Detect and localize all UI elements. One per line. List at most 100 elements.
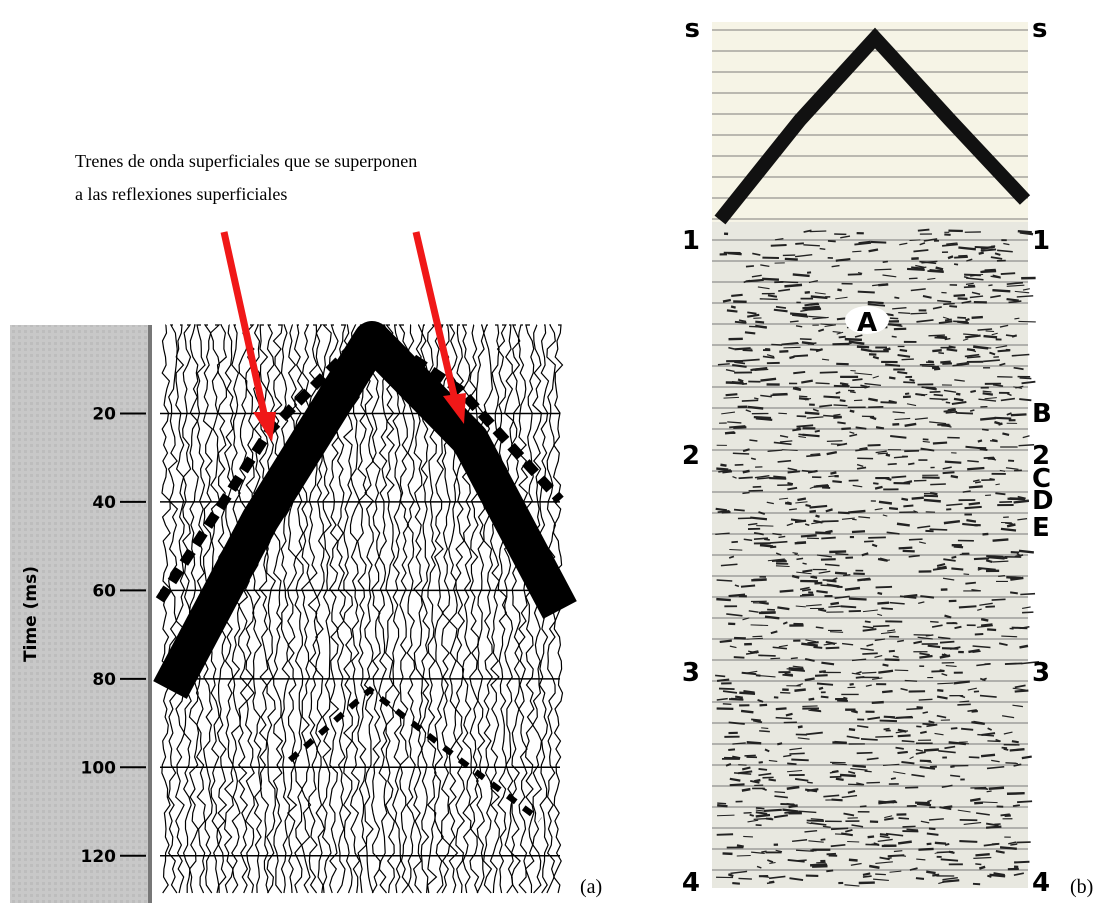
texture	[765, 617, 779, 619]
texture	[749, 440, 757, 441]
texture	[805, 505, 810, 506]
texture	[734, 510, 745, 511]
y-tick-label: 120	[81, 847, 117, 867]
texture	[1004, 749, 1009, 750]
texture	[789, 753, 804, 754]
texture	[727, 310, 738, 311]
texture	[764, 539, 770, 540]
texture	[952, 557, 957, 558]
texture	[928, 361, 934, 362]
texture	[1018, 321, 1035, 322]
texture	[769, 780, 776, 781]
texture	[841, 606, 857, 607]
texture	[773, 476, 786, 477]
texture	[1015, 691, 1029, 692]
texture	[965, 583, 975, 584]
texture	[769, 882, 774, 883]
annotation-line: a las reflexiones superficiales	[75, 184, 287, 204]
texture	[930, 392, 941, 393]
texture	[720, 465, 726, 466]
texture	[946, 412, 958, 413]
texture	[717, 834, 733, 835]
texture	[816, 627, 824, 628]
texture	[800, 595, 814, 596]
texture	[734, 657, 745, 658]
texture	[805, 524, 809, 525]
texture	[836, 779, 844, 780]
texture	[872, 702, 884, 703]
texture	[720, 641, 732, 642]
texture	[852, 531, 865, 532]
texture	[733, 453, 749, 454]
texture	[717, 580, 733, 581]
texture	[994, 418, 1011, 419]
texture	[981, 619, 988, 620]
texture	[857, 347, 869, 348]
texture	[862, 672, 876, 673]
texture	[730, 784, 745, 785]
texture	[903, 551, 915, 552]
texture	[906, 829, 917, 830]
texture	[961, 729, 973, 730]
texture	[956, 413, 973, 414]
texture	[930, 484, 946, 485]
event-label: D	[1032, 486, 1054, 516]
texture	[717, 680, 729, 681]
texture	[935, 337, 948, 338]
texture	[1007, 793, 1025, 794]
texture	[738, 878, 751, 879]
texture	[776, 708, 787, 709]
texture	[1007, 525, 1015, 527]
texture	[986, 331, 994, 332]
texture	[910, 240, 921, 241]
texture	[796, 860, 807, 861]
texture	[862, 653, 877, 654]
texture	[794, 690, 805, 691]
texture	[814, 583, 822, 584]
texture	[987, 791, 992, 792]
texture	[933, 443, 947, 444]
texture	[947, 349, 958, 350]
texture	[949, 306, 957, 307]
texture	[821, 839, 826, 840]
texture	[837, 290, 841, 291]
texture	[735, 697, 743, 698]
texture	[756, 808, 765, 809]
texture	[897, 524, 910, 526]
texture	[975, 482, 981, 483]
texture	[969, 486, 983, 487]
texture	[935, 843, 946, 844]
texture	[881, 608, 892, 609]
texture	[839, 337, 846, 338]
texture	[1014, 862, 1029, 863]
texture	[897, 372, 907, 373]
texture	[817, 683, 833, 684]
texture	[884, 802, 896, 803]
texture	[754, 398, 758, 399]
texture	[930, 529, 948, 530]
texture	[965, 507, 982, 508]
texture	[891, 778, 896, 779]
texture	[741, 585, 755, 586]
texture	[927, 271, 943, 272]
texture	[717, 815, 734, 816]
texture	[884, 818, 893, 819]
texture	[841, 428, 851, 429]
texture	[802, 435, 819, 436]
texture	[786, 714, 793, 716]
texture	[875, 874, 886, 875]
texture	[951, 476, 958, 477]
texture	[967, 468, 984, 469]
texture	[967, 461, 978, 462]
texture	[869, 866, 879, 868]
texture	[930, 622, 938, 623]
texture	[771, 245, 787, 246]
event-label: A	[857, 308, 877, 338]
texture	[969, 757, 980, 758]
texture	[821, 538, 835, 539]
texture	[984, 336, 998, 337]
texture	[967, 349, 975, 350]
texture	[863, 876, 872, 877]
texture	[760, 705, 768, 706]
texture	[754, 417, 771, 418]
